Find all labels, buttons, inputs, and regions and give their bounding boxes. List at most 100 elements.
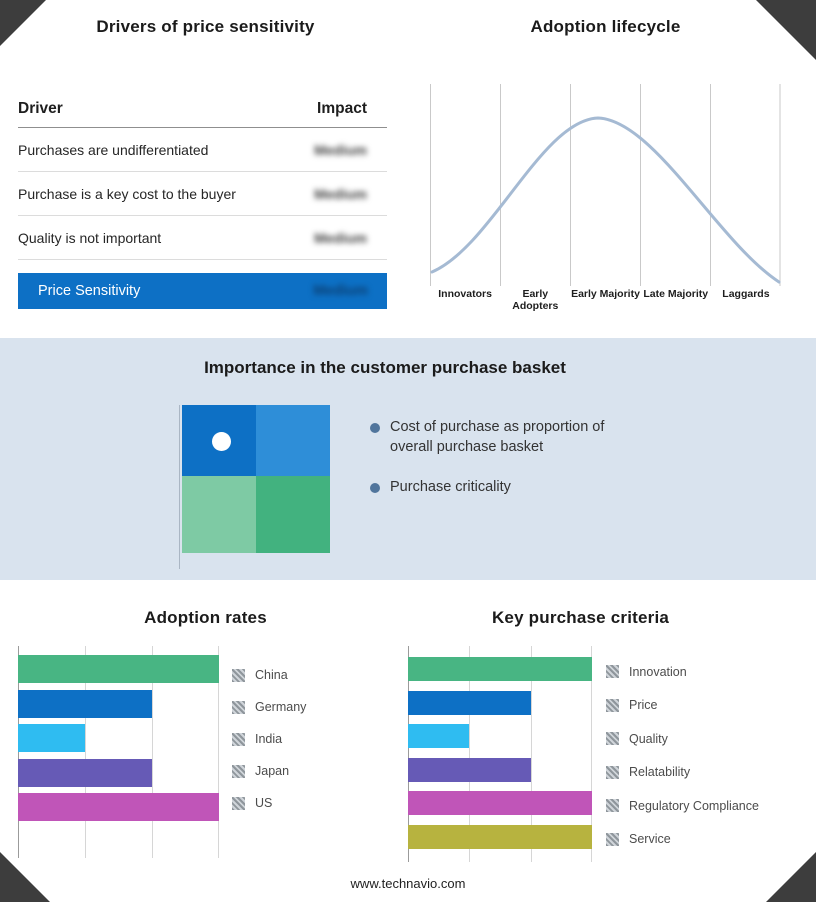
gridline [530, 646, 532, 862]
drivers-table: Driver Impact Purchases are undifferenti… [18, 96, 387, 309]
bar-price [408, 690, 531, 715]
legend-item-india: India [232, 723, 306, 755]
bullet-item: Purchase criticality [370, 478, 660, 498]
driver-cell: Purchase is a key cost to the buyer [18, 185, 236, 202]
bar-relatability [408, 757, 531, 782]
legend-label: India [255, 732, 283, 746]
bar-germany [18, 689, 152, 718]
legend-item-relatability: Relatability [606, 756, 759, 790]
legend-label: Regulatory Compliance [629, 798, 759, 813]
lifecycle-panel-title: Adoption lifecycle [530, 17, 681, 36]
bar-regulatory-compliance [408, 791, 592, 815]
legend-swatch-icon [606, 698, 619, 712]
driver-cell: Purchases are undifferentiated [18, 141, 209, 158]
adoption-rates-bars [18, 655, 219, 821]
position-dot-icon [212, 432, 231, 451]
key-purchase-criteria-chart [408, 646, 592, 862]
bar-japan [18, 758, 152, 787]
quadrant-bottom-right [256, 476, 330, 553]
impact-cell-blurred: Medium [314, 185, 367, 202]
grid-layer [408, 646, 592, 862]
quadrant-bottom-left [182, 476, 256, 553]
legend-label: Innovation [629, 664, 687, 679]
legend-label: Relatability [629, 765, 691, 780]
bullet-icon [370, 483, 380, 494]
importance-bullets: Cost of purchase as proportion of overal… [370, 418, 660, 519]
gridline [84, 646, 86, 858]
price-sensitivity-impact-blurred: Medium [313, 283, 368, 299]
footer-url[interactable]: www.technavio.com [350, 876, 466, 891]
grid-layer [18, 646, 219, 858]
legend-item-japan: Japan [232, 755, 306, 787]
importance-title: Importance in the customer purchase bask… [204, 358, 566, 377]
legend-swatch-icon [232, 796, 245, 810]
bar-quality [408, 724, 470, 748]
importance-band: Importance in the customer purchase bask… [0, 338, 816, 580]
legend-label: Quality [629, 731, 668, 746]
bullet-text: Purchase criticality [390, 479, 511, 496]
legend-swatch-icon [232, 764, 245, 778]
table-row: Purchase is a key cost to the buyer Medi… [18, 172, 387, 216]
column-header-driver: Driver [18, 100, 63, 117]
quadrant-top-left [182, 405, 256, 476]
price-sensitivity-row: Price Sensitivity Medium [18, 273, 387, 309]
legend-swatch-icon [232, 732, 245, 746]
legend-label: Price [629, 698, 658, 713]
gridline [18, 646, 19, 858]
legend-swatch-icon [606, 799, 619, 813]
bar-us [18, 793, 219, 821]
stage-label-innovators: Innovators [438, 288, 492, 300]
legend-swatch-icon [232, 668, 245, 682]
legend-swatch-icon [606, 765, 619, 779]
legend-swatch-icon [606, 732, 619, 746]
stage-label-early-adopters: Early Adopters [512, 288, 559, 313]
adoption-rates-legend: China Germany India Japan US [232, 659, 306, 819]
legend-item-us: US [232, 787, 306, 819]
gridline [408, 646, 409, 862]
bullet-text: Cost of purchase as proportion of overal… [390, 419, 605, 455]
bell-curve [430, 116, 781, 284]
bar-innovation [408, 657, 592, 681]
bar-india [18, 724, 85, 752]
table-header: Driver Impact [18, 96, 387, 128]
gridline [591, 646, 592, 862]
gridline [469, 646, 471, 862]
legend-item-quality: Quality [606, 722, 759, 756]
stage-label-early-majority: Early Majority [571, 288, 640, 300]
legend-swatch-icon [606, 832, 619, 846]
legend-item-china: China [232, 659, 306, 691]
bullet-icon [370, 423, 380, 433]
bar-china [18, 655, 219, 683]
adoption-rates-chart [18, 646, 219, 858]
stage-label-laggards: Laggards [722, 288, 770, 300]
legend-swatch-icon [232, 700, 245, 714]
lifecycle-curve-chart [430, 84, 781, 286]
legend-item-germany: Germany [232, 691, 306, 723]
legend-label: Service [629, 832, 671, 847]
lifecycle-stage-labels: Innovators Early Adopters Early Majority… [430, 288, 781, 313]
price-sensitivity-label: Price Sensitivity [38, 283, 141, 299]
key-purchase-criteria-title: Key purchase criteria [491, 608, 670, 627]
key-purchase-criteria-legend: Innovation Price Quality Relatability Regula… [606, 655, 759, 856]
legend-item-service: Service [606, 823, 759, 857]
legend-label: China [255, 668, 288, 682]
drivers-panel-title: Drivers of price sensitivity [96, 17, 315, 36]
legend-swatch-icon [606, 665, 619, 679]
gridline [218, 646, 219, 858]
bar-service [408, 824, 592, 849]
legend-item-innovation: Innovation [606, 655, 759, 689]
quadrant-axis-line [179, 405, 180, 569]
stage-label-late-majority: Late Majority [643, 288, 709, 300]
legend-label: US [255, 796, 273, 810]
legend-label: Japan [255, 764, 290, 778]
legend-item-price: Price [606, 689, 759, 723]
key-purchase-criteria-bars [408, 657, 592, 849]
adoption-rates-title: Adoption rates [144, 608, 267, 627]
legend-item-regulatory-compliance: Regulatory Compliance [606, 789, 759, 823]
column-header-impact: Impact [317, 100, 367, 117]
legend-label: Germany [255, 700, 307, 714]
gridline [151, 646, 153, 858]
table-row: Quality is not important Medium [18, 216, 387, 260]
bullet-item: Cost of purchase as proportion of overal… [370, 418, 660, 457]
